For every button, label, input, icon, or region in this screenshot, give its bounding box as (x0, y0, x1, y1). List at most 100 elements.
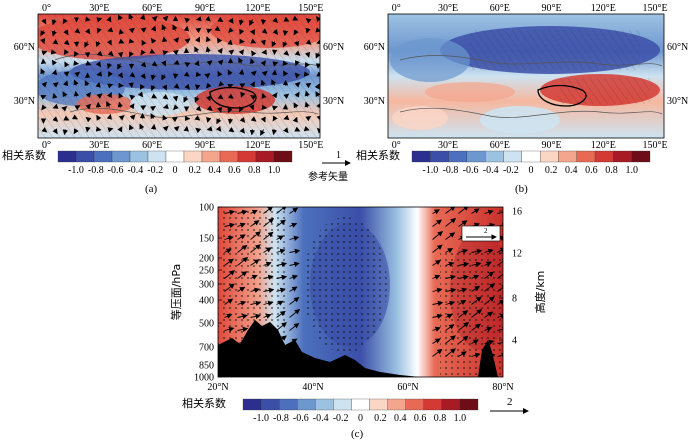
wind-vector (106, 63, 112, 70)
wind-vector (484, 296, 495, 305)
wind-vector (228, 27, 234, 33)
colorbar-swatch (273, 150, 293, 163)
wind-vector (117, 126, 123, 133)
height-tick-label: 4 (512, 336, 517, 347)
wind-vector (305, 116, 312, 122)
lon-tick-label: 120°E (591, 3, 616, 14)
wind-vector (140, 73, 146, 80)
colorbar-swatch (405, 398, 424, 411)
wind-vector (471, 323, 481, 331)
wind-vector (151, 93, 158, 99)
wind-vector (471, 248, 483, 255)
colorbar-swatch (255, 150, 275, 163)
wind-vector (249, 58, 255, 65)
wind-vector (118, 38, 125, 44)
wind-vector (293, 102, 299, 109)
colorbar-swatch (369, 398, 388, 411)
panel-b-map-field (388, 14, 664, 138)
wind-vector (249, 29, 255, 36)
wind-vector (172, 24, 178, 31)
panel-c-y-right-label: 高度/km (533, 271, 547, 314)
wind-vector (228, 49, 235, 56)
wind-vector (250, 116, 257, 122)
wind-vector (458, 335, 469, 344)
wind-vector (432, 287, 443, 293)
wind-vector (204, 73, 211, 79)
colorbar-tick-label: 0.8 (248, 165, 261, 176)
wind-vector (283, 93, 290, 100)
wind-vector (161, 36, 168, 43)
wind-vector (171, 116, 178, 123)
wind-vector (304, 51, 311, 58)
pressure-tick-label: 850 (199, 361, 214, 372)
colorbar-swatch (459, 398, 479, 411)
wind-vector (228, 17, 234, 24)
wind-vector (445, 248, 454, 254)
wind-vector (292, 15, 299, 21)
wind-vector (162, 125, 169, 132)
lon-tick-label: 90°E (541, 140, 561, 151)
wind-vector (484, 271, 494, 279)
wind-vector (289, 207, 299, 214)
height-tick-label: 12 (512, 249, 522, 260)
wind-vector (74, 27, 81, 34)
wind-vector (432, 313, 443, 319)
wind-vector (445, 218, 457, 227)
wind-vector (183, 71, 190, 77)
wind-vector (227, 93, 234, 99)
wind-vector (250, 326, 260, 332)
wind-vector (316, 115, 320, 121)
wind-vector (194, 115, 201, 121)
wind-vector (250, 339, 259, 345)
lon-tick-label: 150°E (642, 140, 667, 151)
wind-vector (471, 285, 481, 292)
wind-vector (432, 326, 441, 332)
wind-vector (239, 28, 245, 35)
wind-vector (458, 248, 469, 254)
lon-tick-label: 60°E (490, 3, 510, 14)
wind-vector (471, 261, 482, 267)
colorbar-swatch (165, 150, 185, 163)
wind-vector (206, 116, 212, 123)
colorbar-swatch (613, 150, 632, 163)
colorbar-tick-label: 0.8 (434, 413, 447, 424)
lat-tick-label: 60°N (397, 382, 418, 393)
wind-vector (261, 70, 268, 77)
colorbar-swatch (315, 398, 334, 411)
wind-vector (237, 209, 248, 215)
panel-c-inset-ref-value: 2 (484, 227, 488, 235)
wind-vector (129, 103, 135, 110)
wind-vector (106, 113, 112, 120)
wind-vector (289, 235, 300, 241)
wind-vector (263, 324, 272, 331)
wind-vector (184, 62, 191, 68)
wind-vector (40, 30, 46, 37)
wind-vector (250, 209, 258, 215)
panel-a-label: (a) (145, 183, 158, 195)
pressure-tick-label: 700 (199, 343, 214, 354)
wind-vector (316, 127, 320, 134)
wind-vector (294, 40, 300, 47)
lat-tick-label: 30°N (323, 96, 344, 107)
wind-vector (315, 52, 320, 59)
pressure-tick-label: 150 (199, 234, 214, 245)
wind-vector (52, 92, 58, 99)
wind-vector (282, 70, 289, 77)
colorbar-swatch (237, 150, 257, 163)
wind-vector (250, 300, 262, 307)
wind-vector (458, 220, 468, 227)
colorbar-tick-label: 0 (529, 165, 534, 176)
wind-vector (62, 91, 68, 98)
wind-vector (272, 17, 278, 24)
wind-vector (305, 18, 312, 24)
wind-vector (224, 209, 236, 216)
wind-vector (172, 95, 179, 102)
wind-vector (458, 274, 469, 281)
wind-vector (263, 261, 272, 267)
wind-vector (194, 84, 201, 91)
wind-vector (239, 127, 246, 134)
colorbar-swatch (594, 150, 614, 163)
wind-vector (150, 25, 157, 32)
wind-vector (484, 248, 494, 254)
lon-tick-label: 150°E (298, 3, 323, 14)
